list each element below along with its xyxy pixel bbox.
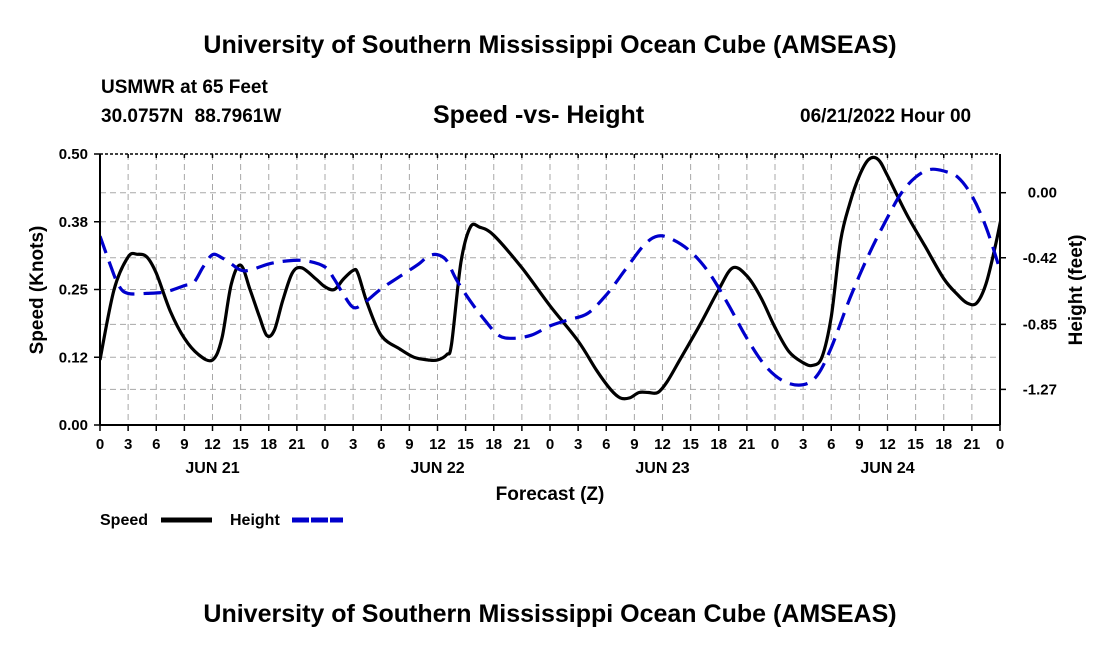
speed-series-line [100,155,1000,401]
left-tick-label: 0.12 [59,349,88,366]
right-tick-label: -0.42 [1023,250,1057,267]
x-tick-label: 21 [514,436,531,453]
right-tick-label: -0.85 [1023,316,1057,333]
x-tick-label: 15 [682,436,699,453]
x-tick-label: 21 [289,436,306,453]
right-axis-title: Height (feet) [1066,235,1087,346]
x-tick-label: 3 [799,436,807,453]
x-tick-label: 0 [321,436,329,453]
x-tick-label: 6 [152,436,160,453]
day-label: JUN 22 [410,460,464,477]
x-tick-label: 12 [204,436,221,453]
x-tick-label: 6 [602,436,610,453]
x-axis-title: Forecast (Z) [496,484,605,505]
x-tick-label: 9 [405,436,413,453]
footer-title: University of Southern Mississippi Ocean… [203,600,897,628]
x-tick-label: 3 [349,436,357,453]
x-tick-label: 18 [485,436,502,453]
coordinates-label: 30.0757N 88.7961W [101,106,282,127]
left-tick-label: 0.38 [59,214,88,231]
height-series-line [100,167,1000,387]
station-label: USMWR at 65 Feet [101,77,268,98]
series-layer [100,155,1000,401]
x-tick-label: 12 [879,436,896,453]
grid-layer [100,154,1000,425]
x-tick-label: 9 [855,436,863,453]
day-label: JUN 24 [860,460,914,477]
forecast-datetime: 06/21/2022 Hour 00 [800,106,972,127]
x-tick-label: 12 [429,436,446,453]
left-tick-label: 0.00 [59,417,88,434]
axis-layer: 0 3 6 9 12 15 18 21 0 3 6 9 12 15 18 21 0 3 6 9 12 15 18 21 0 3 6 9… [27,146,1087,505]
day-label: JUN 23 [635,460,689,477]
x-tick-label: 9 [630,436,638,453]
chart-subtitle: Speed -vs- Height [433,101,645,129]
left-tick-label: 0.25 [59,282,88,299]
x-tick-label: 6 [827,436,835,453]
x-tick-label: 15 [457,436,474,453]
x-tick-label: 3 [574,436,582,453]
x-tick-label: 0 [546,436,554,453]
x-tick-label: 15 [907,436,924,453]
x-tick-label: 18 [935,436,952,453]
x-tick-label: 18 [710,436,727,453]
x-tick-label: 3 [124,436,132,453]
x-tick-label: 9 [180,436,188,453]
x-tick-label: 18 [260,436,277,453]
x-tick-label: 0 [996,436,1004,453]
x-tick-label: 6 [377,436,385,453]
legend: Speed Height [100,512,343,529]
x-tick-label: 0 [771,436,779,453]
x-tick-label: 21 [964,436,981,453]
x-tick-label: 12 [654,436,671,453]
left-tick-label: 0.50 [59,146,88,163]
chart-main-title: University of Southern Mississippi Ocean… [203,31,897,59]
day-label: JUN 21 [185,460,239,477]
x-tick-label: 21 [739,436,756,453]
legend-speed-label: Speed [100,512,148,529]
x-tick-label: 0 [96,436,104,453]
x-tick-label: 15 [232,436,249,453]
right-tick-label: 0.00 [1028,185,1057,202]
left-axis-title: Speed (Knots) [27,226,48,355]
right-tick-label: -1.27 [1023,381,1057,398]
legend-height-label: Height [230,512,280,529]
